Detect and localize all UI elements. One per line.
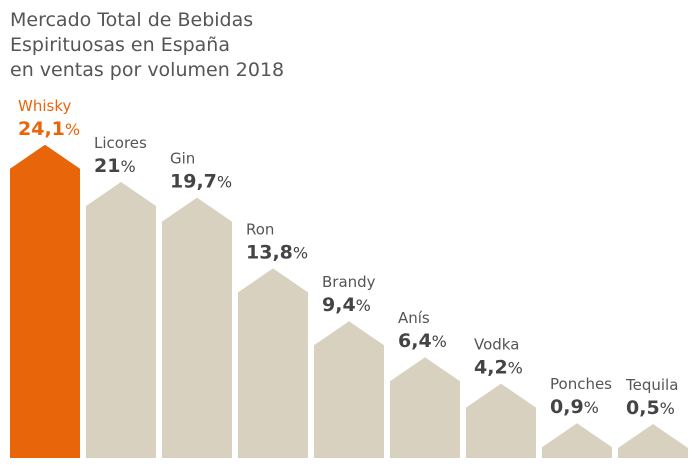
value-label: 4,2% xyxy=(474,357,523,379)
bar-anís xyxy=(390,357,460,458)
category-label: Gin xyxy=(170,150,195,168)
category-label: Ponches xyxy=(550,375,612,393)
value-label: 6,4% xyxy=(398,330,447,352)
value-label: 21% xyxy=(94,155,136,177)
bar-gin xyxy=(162,197,232,458)
category-label: Brandy xyxy=(322,273,376,291)
value-label: 0,9% xyxy=(550,396,599,418)
chart-title-line-2: Espirituosas en España xyxy=(10,34,230,56)
chart-title: Mercado Total de Bebidas Espirituosas en… xyxy=(10,8,284,83)
bar-tequila xyxy=(618,424,688,458)
bar-licores xyxy=(86,182,156,458)
bar-ponches xyxy=(542,423,612,458)
value-label: 9,4% xyxy=(322,294,371,316)
value-label: 13,8% xyxy=(246,241,308,263)
bar-brandy xyxy=(314,321,384,458)
chart-title-line-1: Mercado Total de Bebidas xyxy=(10,9,254,31)
bar-vodka xyxy=(466,383,536,458)
category-label: Vodka xyxy=(474,336,519,354)
value-label: 24,1% xyxy=(18,118,80,140)
value-label: 0,5% xyxy=(626,397,675,419)
category-label: Ron xyxy=(246,220,274,238)
category-label: Licores xyxy=(94,134,147,152)
category-label: Anís xyxy=(398,309,430,327)
category-label: Tequila xyxy=(625,376,678,394)
bar-ron xyxy=(238,268,308,458)
category-label: Whisky xyxy=(18,97,71,115)
chart-title-line-3: en ventas por volumen 2018 xyxy=(10,59,285,81)
value-label: 19,7% xyxy=(170,171,232,193)
bar-whisky xyxy=(10,144,80,459)
